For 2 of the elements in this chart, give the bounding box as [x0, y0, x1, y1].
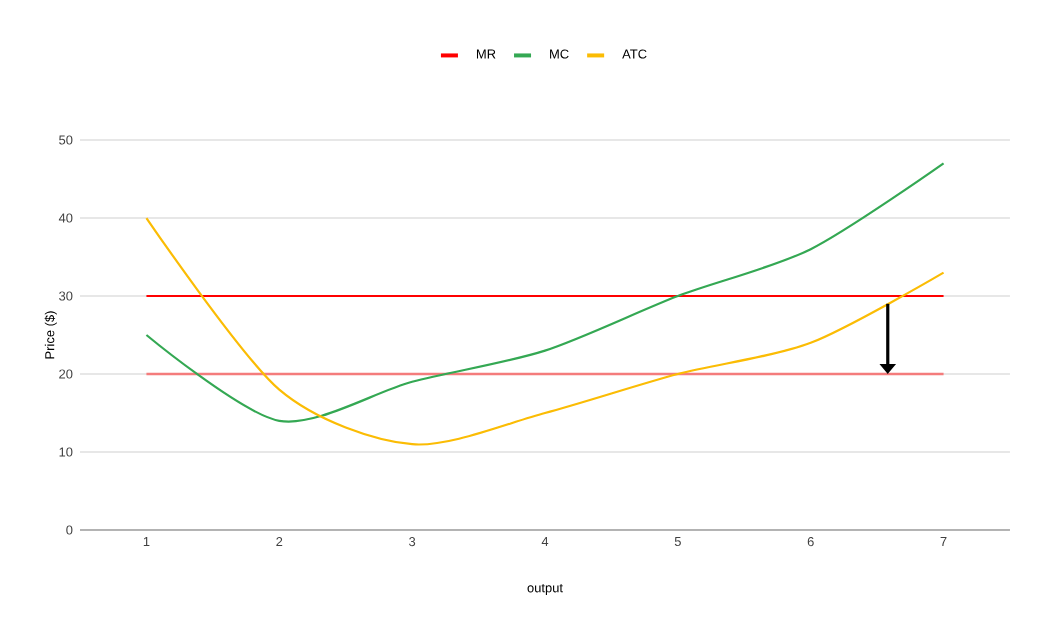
line-series: [145, 162, 945, 423]
line-series: [145, 216, 945, 446]
